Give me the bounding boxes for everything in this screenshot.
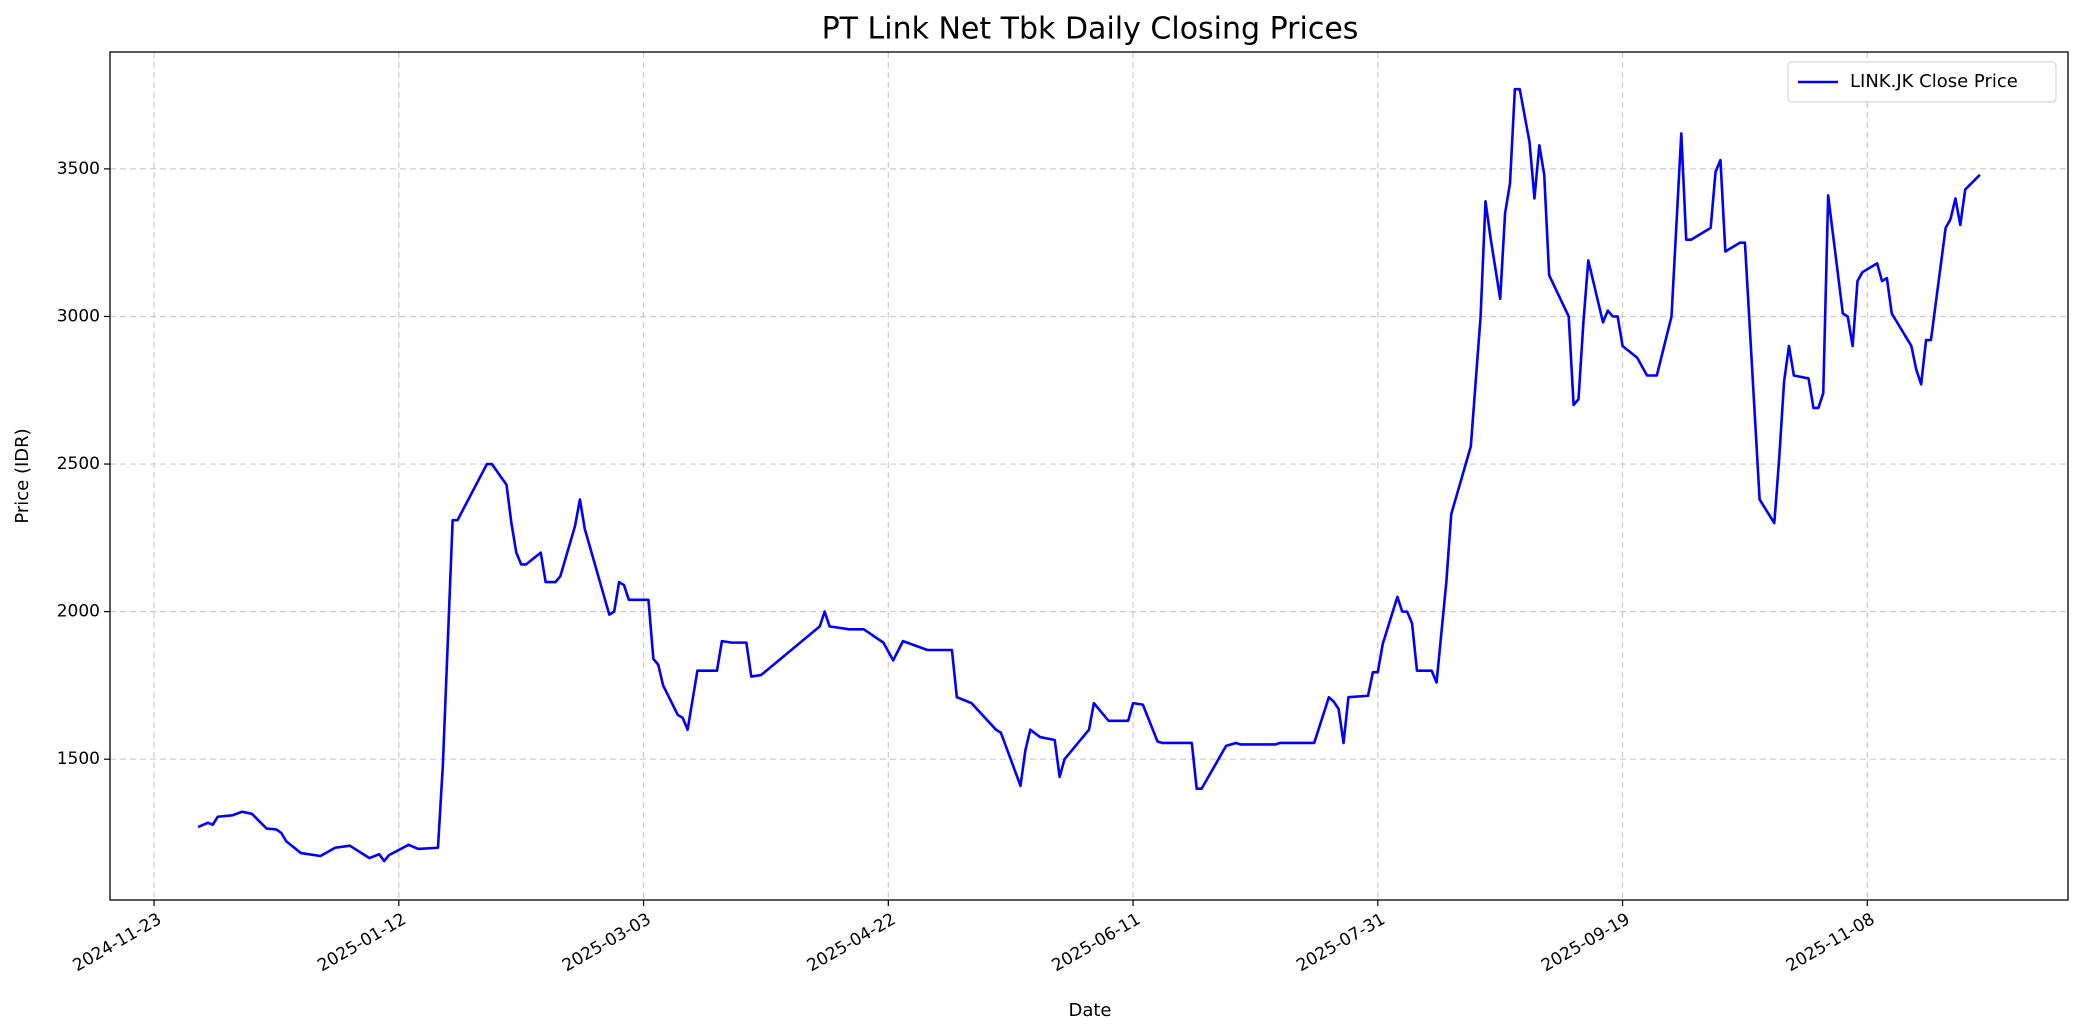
price-line bbox=[197, 87, 1981, 863]
x-tick-label: 2025-07-31 bbox=[1293, 909, 1389, 976]
legend-label: LINK.JK Close Price bbox=[1850, 71, 2018, 92]
x-tick-label: 2025-11-08 bbox=[1783, 909, 1879, 976]
x-tick-label: 2025-03-03 bbox=[559, 909, 655, 976]
y-tick-label: 3500 bbox=[57, 159, 100, 179]
x-tick-label: 2025-04-22 bbox=[804, 909, 900, 976]
y-axis-label: Price (IDR) bbox=[12, 428, 33, 523]
y-tick-label: 2000 bbox=[57, 602, 100, 622]
y-tick-label: 1500 bbox=[57, 749, 100, 769]
plot-frame bbox=[109, 51, 2069, 901]
legend-box bbox=[1787, 61, 2057, 103]
y-tick-label: 3000 bbox=[57, 306, 100, 326]
y-tick-label: 2500 bbox=[57, 454, 100, 474]
chart-title: PT Link Net Tbk Daily Closing Prices bbox=[822, 12, 1359, 47]
x-tick-label: 2025-09-19 bbox=[1538, 909, 1634, 976]
legend: LINK.JK Close Price bbox=[1787, 61, 2057, 103]
x-tick-label: 2025-06-11 bbox=[1048, 909, 1144, 976]
x-axis-label: Date bbox=[1068, 1000, 1111, 1021]
x-tick-label: 2025-01-12 bbox=[314, 909, 410, 976]
x-tick-label: 2024-11-23 bbox=[69, 909, 165, 976]
